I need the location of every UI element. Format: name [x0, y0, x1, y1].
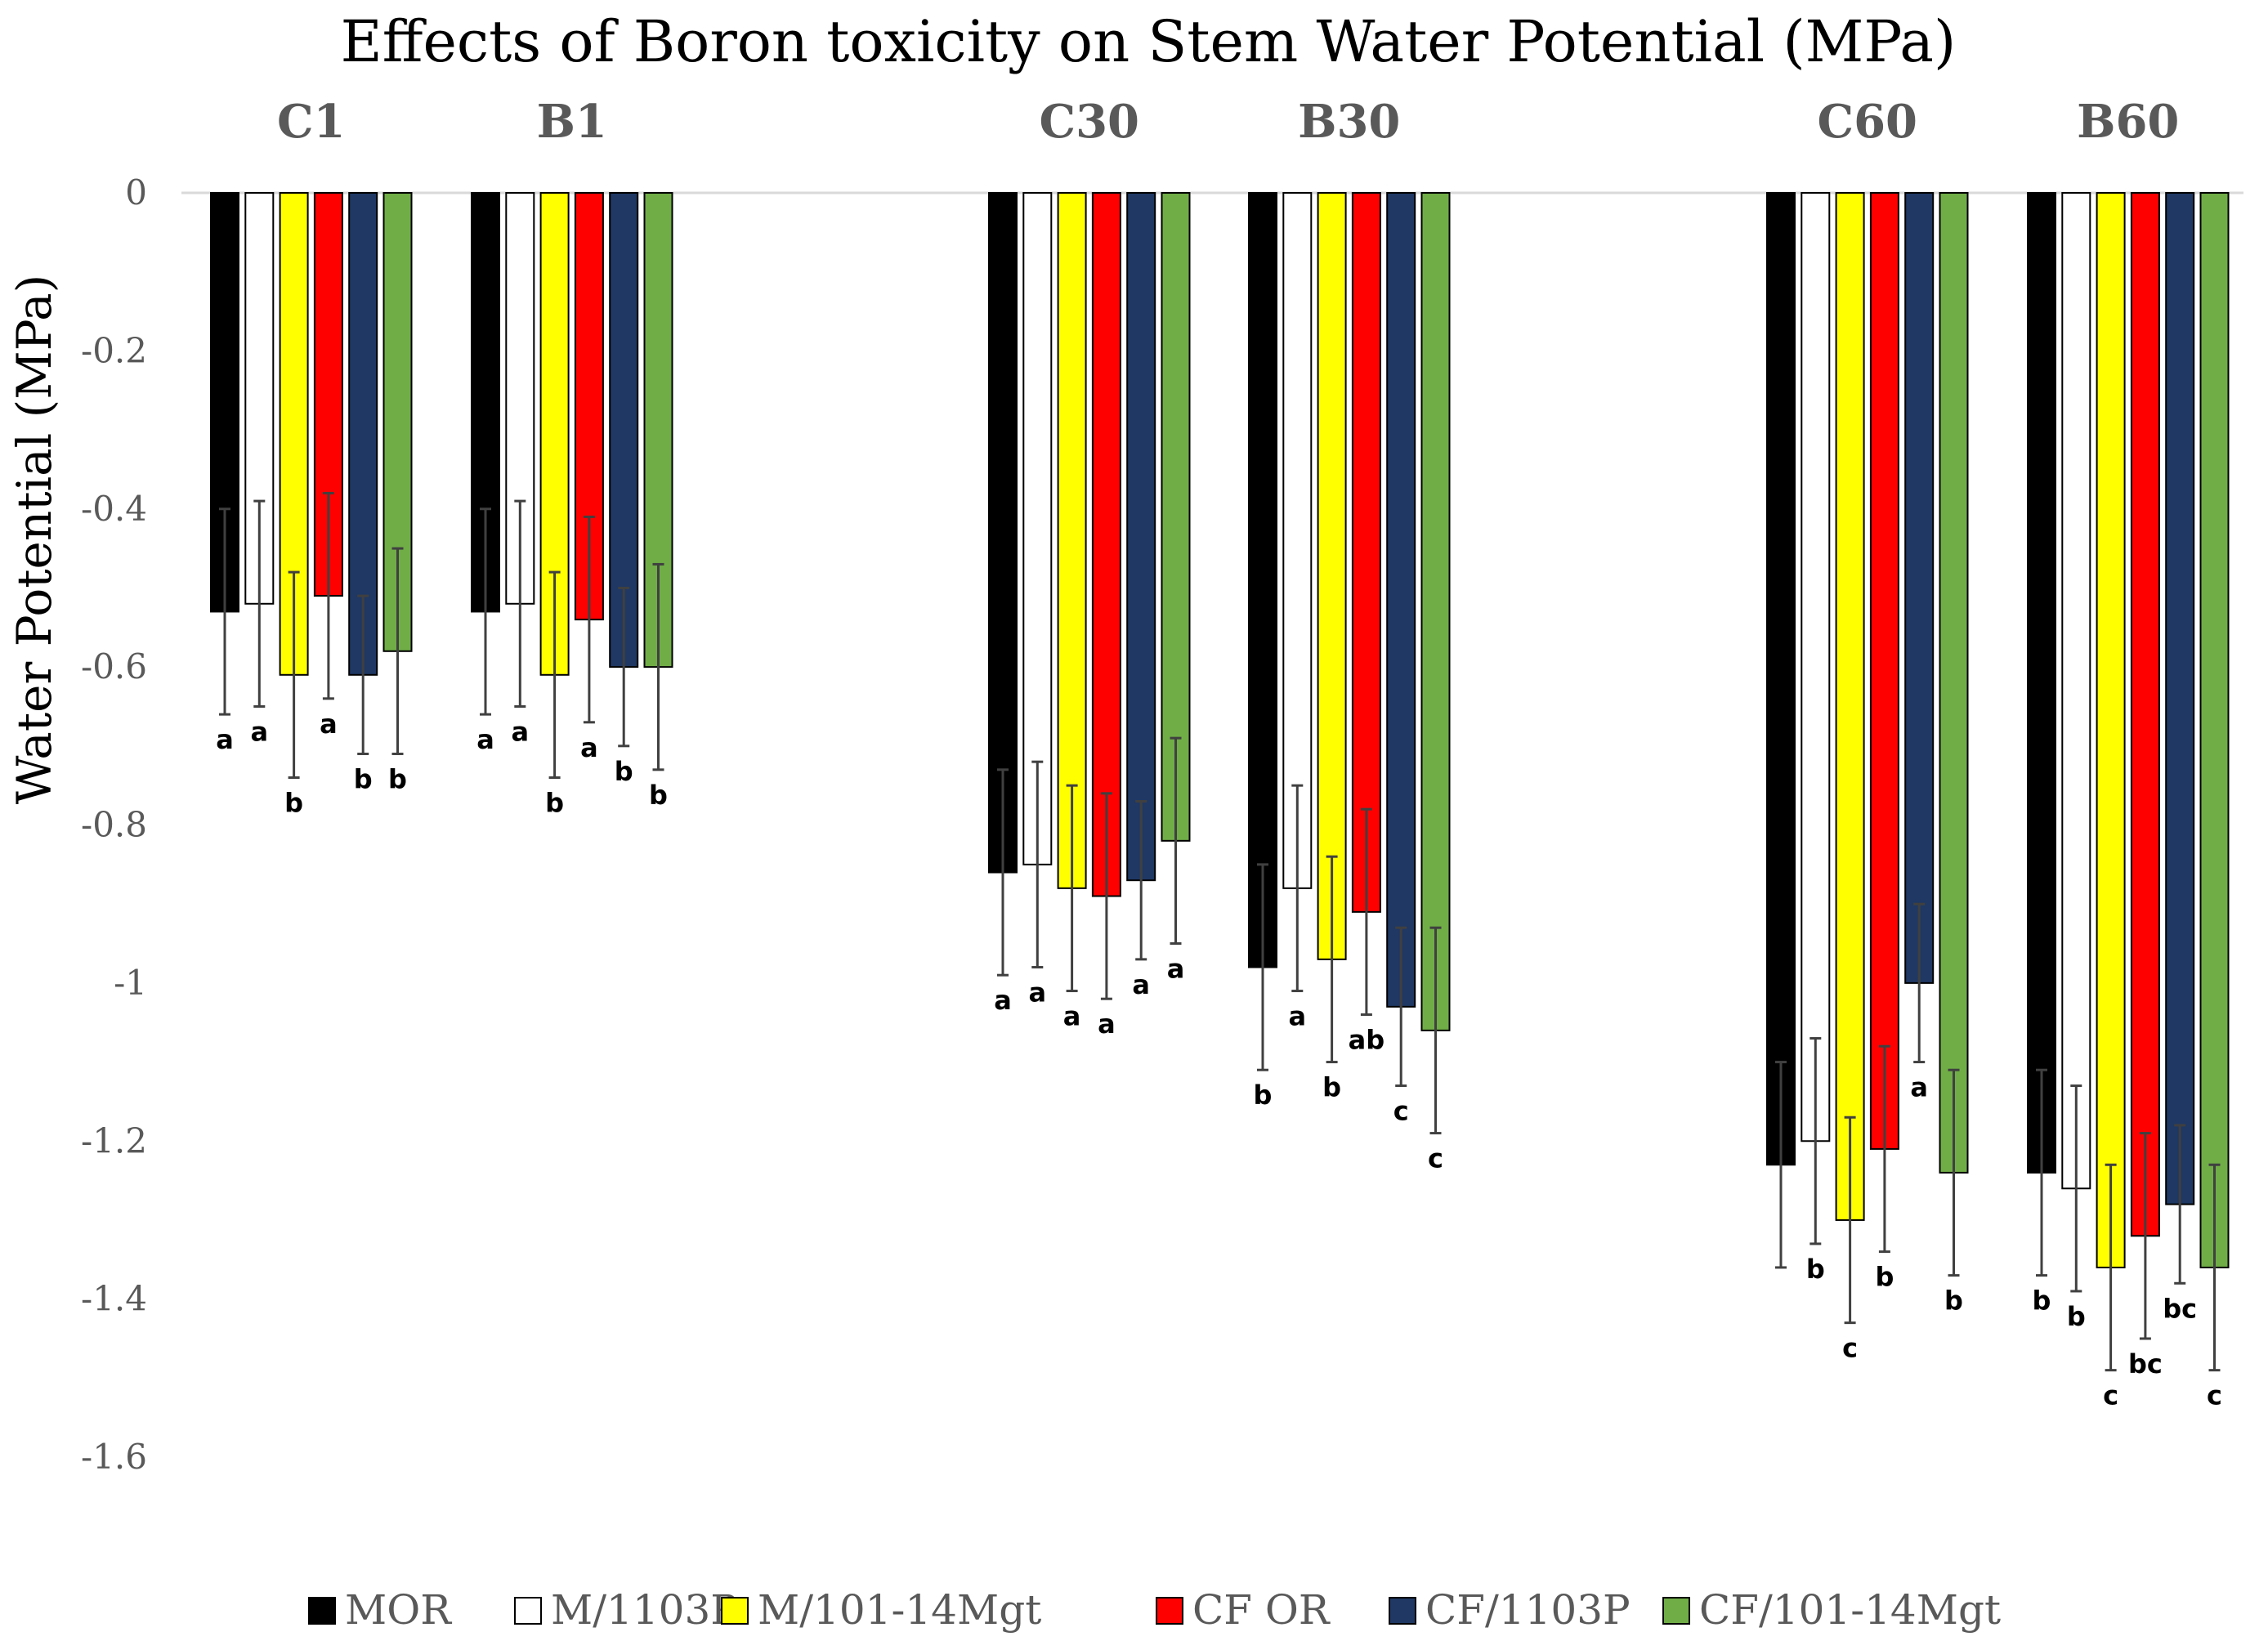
bar: [1869, 192, 1899, 1150]
legend-label: M/101-14Mgt: [758, 1586, 1041, 1634]
y-tick-label: -1: [114, 963, 147, 1003]
significance-letter: c: [1842, 1333, 1858, 1364]
significance-letter: a: [512, 716, 530, 747]
legend-swatch: [308, 1597, 336, 1625]
significance-letter: b: [1875, 1262, 1894, 1293]
significance-letter: a: [580, 732, 598, 763]
significance-letter: b: [545, 787, 564, 818]
bar: [1057, 192, 1087, 889]
significance-letter: b: [2033, 1286, 2051, 1317]
bar: [1161, 192, 1191, 842]
legend-label: CF OR: [1192, 1586, 1331, 1634]
legend-label: M/1103P: [551, 1586, 738, 1634]
bar: [1420, 192, 1451, 1031]
significance-letter: b: [2067, 1301, 2086, 1332]
bar: [1904, 192, 1935, 984]
bar: [1317, 192, 1347, 960]
bar: [1248, 192, 1277, 968]
significance-letter: a: [476, 724, 494, 755]
bar: [1091, 192, 1121, 897]
y-tick-label: -1.6: [81, 1437, 147, 1477]
bar: [1351, 192, 1381, 913]
bars: [210, 192, 2230, 1268]
bar: [2096, 192, 2126, 1268]
significance-letter: a: [1063, 1001, 1081, 1032]
significance-letter: b: [354, 763, 373, 794]
significance-letter: c: [1428, 1143, 1443, 1174]
legend-swatch: [1156, 1597, 1183, 1625]
significance-letter: b: [1322, 1072, 1341, 1103]
legend-swatch: [1389, 1597, 1416, 1625]
legend-swatch: [721, 1597, 749, 1625]
significance-letter: a: [1289, 1001, 1307, 1032]
category-label: C30: [1040, 95, 1140, 149]
significance-letter: c: [1393, 1096, 1409, 1127]
significance-letter: b: [1944, 1286, 1963, 1317]
significance-letter: c: [2207, 1380, 2222, 1411]
significance-letter: ab: [1349, 1025, 1385, 1056]
legend-swatch: [1662, 1597, 1690, 1625]
significance-letter: a: [1910, 1072, 1928, 1103]
significance-letter: a: [251, 716, 269, 747]
category-label: B60: [2077, 95, 2179, 149]
chart-title: Effects of Boron toxicity on Stem Water …: [341, 8, 1957, 75]
bar: [1801, 192, 1831, 1142]
significance-letter: a: [216, 724, 234, 755]
y-tick-label: -1.4: [81, 1279, 147, 1319]
bar: [1386, 192, 1416, 1008]
significance-letter: a: [1167, 954, 1185, 985]
bar: [609, 192, 639, 668]
category-label: B30: [1298, 95, 1400, 149]
category-label: C60: [1818, 95, 1918, 149]
bar: [1766, 192, 1796, 1166]
category-label: C1: [277, 95, 346, 149]
bar: [1126, 192, 1156, 882]
y-tick-label: -0.2: [81, 330, 147, 370]
significance-letter: a: [1132, 969, 1150, 1000]
category-label: B1: [537, 95, 607, 149]
significance-letter: b: [649, 780, 668, 811]
significance-letter: a: [1098, 1008, 1116, 1040]
significance-letter: b: [284, 787, 303, 818]
significance-letter: b: [615, 756, 633, 787]
significance-letter: a: [994, 985, 1012, 1016]
bar: [2199, 192, 2230, 1268]
y-tick-label: -1.2: [81, 1120, 147, 1160]
bar: [2061, 192, 2091, 1190]
significance-letter: b: [1806, 1254, 1825, 1285]
legend: MOR M/1103P M/101-14Mgt CF OR CF/1103P CF/101…: [308, 1586, 2001, 1634]
significance-letter: a: [320, 709, 338, 740]
category-labels: C1 B1 C30 B30 C60 B60: [277, 95, 2179, 149]
significance-letter: c: [2103, 1380, 2118, 1411]
significance-letter: a: [1029, 977, 1047, 1008]
legend-label: CF/1103P: [1425, 1586, 1631, 1634]
bar: [2165, 192, 2195, 1205]
bar: [1939, 192, 1969, 1174]
bar: [348, 192, 378, 676]
significance-letter: b: [388, 763, 407, 794]
y-tick-label: 0: [125, 172, 147, 212]
bar: [2130, 192, 2160, 1237]
significance-letter: bc: [2163, 1293, 2197, 1324]
bar: [2027, 192, 2056, 1174]
significance-letter: b: [1254, 1080, 1273, 1111]
bar: [1022, 192, 1053, 865]
legend-label: CF/101-14Mgt: [1699, 1586, 2001, 1634]
y-tick-label: -0.4: [81, 489, 147, 529]
legend-swatch: [514, 1597, 542, 1625]
y-tick-label: -0.6: [81, 646, 147, 686]
y-tick-label: -0.8: [81, 805, 147, 845]
bar: [1835, 192, 1865, 1221]
error-bars: [219, 491, 2221, 1372]
legend-label: MOR: [345, 1586, 452, 1634]
y-axis-label: Water Potential (MPa): [7, 275, 62, 805]
y-axis-ticks: 0 -0.2 -0.4 -0.6 -0.8 -1 -1.2 -1.4 -1.6: [81, 172, 147, 1477]
significance-letter: bc: [2128, 1348, 2163, 1379]
bar: [1282, 192, 1313, 889]
